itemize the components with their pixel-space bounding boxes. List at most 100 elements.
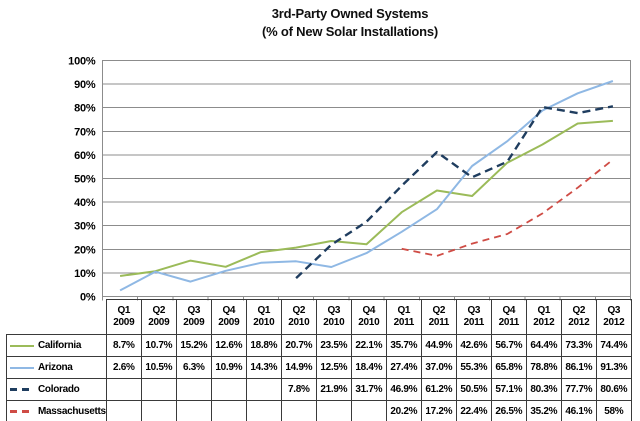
y-tick-label: 60%	[74, 150, 96, 162]
value-cell: 14.9%	[280, 356, 317, 379]
value-cell	[105, 400, 142, 421]
quarter-header: Q3 2012	[595, 299, 632, 335]
table-row-colorado: Colorado 7.8% 21.9% 31.7% 46.9% 61.2% 50.5% 57.…	[6, 378, 632, 401]
series-line-colorado	[295, 105, 614, 279]
line-chart-plot: 0% 10% 20% 30% 40% 50% 60% 70% 80% 90% 100%	[68, 56, 631, 304]
series-name: Colorado	[38, 384, 80, 395]
value-cell: 91.3%	[595, 356, 632, 379]
quarter-header: Q2 2012	[560, 299, 597, 335]
value-cell: 15.2%	[175, 334, 212, 357]
value-cell: 35.7%	[385, 334, 422, 357]
value-cell	[105, 378, 142, 401]
legend-line-sample-massachusetts	[10, 410, 34, 413]
value-cell: 55.3%	[455, 356, 492, 379]
value-cell: 74.4%	[595, 334, 632, 357]
series-line-massachusetts	[401, 158, 614, 257]
value-cell: 46.9%	[385, 378, 422, 401]
quarter-header: Q1 2010	[245, 299, 282, 335]
y-tick-label: 50%	[74, 174, 96, 186]
value-cell	[140, 378, 177, 401]
value-cell: 78.8%	[525, 356, 562, 379]
quarter-header: Q1 2009	[105, 299, 142, 335]
quarter-header: Q3 2010	[315, 299, 352, 335]
value-cell: 35.2%	[525, 400, 562, 421]
series-name: California	[38, 340, 82, 351]
value-cell: 27.4%	[385, 356, 422, 379]
chart-title-line2: (% of New Solar Installations)	[261, 24, 439, 39]
value-cell	[140, 400, 177, 421]
corner-cell	[7, 300, 107, 335]
value-cell: 20.7%	[280, 334, 317, 357]
value-cell: 12.6%	[210, 334, 247, 357]
value-cell	[245, 378, 282, 401]
y-tick-label: 30%	[74, 221, 96, 233]
data-table: Q1 2009 Q2 2009 Q3 2009 Q4 2009 Q1 2010 Q2 2010 Q3 20…	[6, 299, 632, 421]
value-cell: 61.2%	[420, 378, 457, 401]
y-tick-label: 90%	[74, 79, 96, 91]
value-cell: 50.5%	[455, 378, 492, 401]
value-cell: 21.9%	[315, 378, 352, 401]
quarter-header: Q2 2011	[420, 299, 457, 335]
value-cell: 8.7%	[105, 334, 142, 357]
value-cell: 18.4%	[350, 356, 387, 379]
legend-line-sample-arizona	[10, 366, 34, 369]
value-cell: 46.1%	[560, 400, 597, 421]
value-cell: 58%	[595, 400, 632, 421]
value-cell: 80.6%	[595, 378, 632, 401]
value-cell: 2.6%	[105, 356, 142, 379]
y-tick-label: 20%	[74, 244, 96, 256]
value-cell: 37.0%	[420, 356, 457, 379]
chart-title-line1: 3rd-Party Owned Systems	[271, 6, 429, 21]
legend-cell-california: California	[6, 334, 107, 357]
table-header-row: Q1 2009 Q2 2009 Q3 2009 Q4 2009 Q1 2010 Q2 2010 Q3 20…	[7, 299, 632, 335]
quarter-header: Q1 2012	[525, 299, 562, 335]
table-row-massachusetts: Massachusetts 20.2% 17.2% 22.4% 26.5% 35.2% 46…	[6, 400, 632, 421]
value-cell: 18.8%	[245, 334, 282, 357]
value-cell: 80.3%	[525, 378, 562, 401]
quarter-header: Q3 2009	[175, 299, 212, 335]
quarter-header: Q3 2011	[455, 299, 492, 335]
value-cell: 57.1%	[490, 378, 527, 401]
value-cell	[210, 400, 247, 421]
value-cell: 10.5%	[140, 356, 177, 379]
plot-border	[102, 60, 631, 297]
legend-line-sample-california	[10, 344, 34, 347]
value-cell: 56.7%	[490, 334, 527, 357]
value-cell: 22.4%	[455, 400, 492, 421]
value-cell	[280, 400, 317, 421]
y-tick-label: 80%	[74, 103, 96, 115]
value-cell: 42.6%	[455, 334, 492, 357]
quarter-header: Q4 2011	[490, 299, 527, 335]
chart-title: 3rd-Party Owned Systems (% of New Solar …	[60, 5, 640, 41]
value-cell: 12.5%	[315, 356, 352, 379]
quarter-header: Q1 2011	[385, 299, 422, 335]
value-cell: 26.5%	[490, 400, 527, 421]
value-cell	[315, 400, 352, 421]
value-cell: 10.7%	[140, 334, 177, 357]
legend-line-sample-colorado	[10, 388, 34, 391]
value-cell: 44.9%	[420, 334, 457, 357]
series-line-california	[119, 119, 613, 277]
value-cell	[210, 378, 247, 401]
legend-cell-massachusetts: Massachusetts	[6, 400, 107, 421]
value-cell: 14.3%	[245, 356, 282, 379]
y-tick-label: 10%	[74, 268, 96, 280]
legend-cell-arizona: Arizona	[6, 356, 107, 379]
series-line-arizona	[119, 80, 614, 292]
quarter-header: Q4 2009	[210, 299, 247, 335]
quarter-header: Q4 2010	[350, 299, 387, 335]
value-cell: 73.3%	[560, 334, 597, 357]
series-name: Arizona	[38, 362, 73, 373]
value-cell	[350, 400, 387, 421]
table-row-arizona: Arizona 2.6% 10.5% 6.3% 10.9% 14.3% 14.9% 12.5%…	[6, 356, 632, 379]
value-cell	[245, 400, 282, 421]
value-cell: 20.2%	[385, 400, 422, 421]
quarter-header: Q2 2009	[140, 299, 177, 335]
table-row-california: California 8.7% 10.7% 15.2% 12.6% 18.8% 20.7% 2…	[6, 334, 632, 357]
legend-cell-colorado: Colorado	[6, 378, 107, 401]
series-name: Massachusetts	[38, 406, 106, 417]
value-cell: 65.8%	[490, 356, 527, 379]
value-cell: 7.8%	[280, 378, 317, 401]
value-cell: 23.5%	[315, 334, 352, 357]
